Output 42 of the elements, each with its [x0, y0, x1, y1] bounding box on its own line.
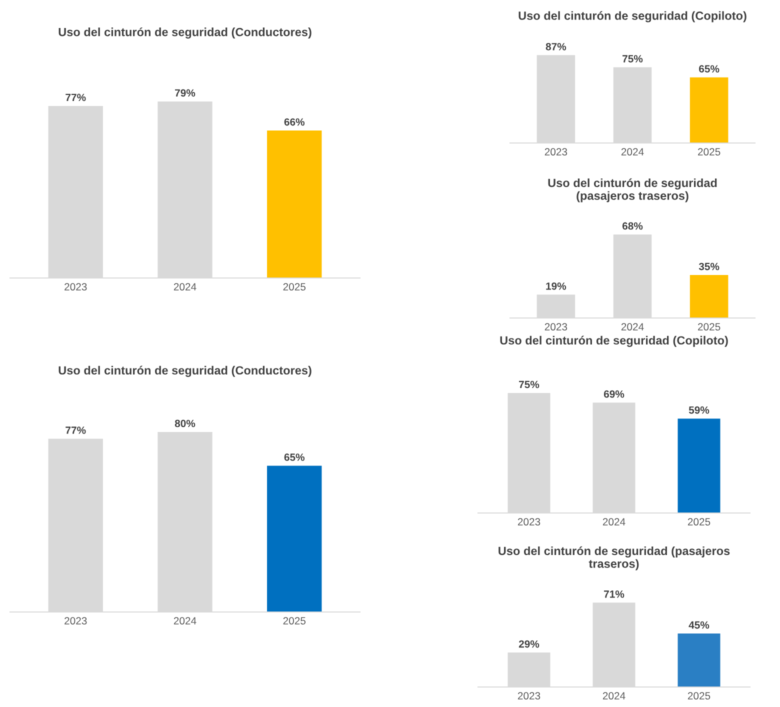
x-tick-label: 2023	[544, 323, 568, 331]
data-label: 65%	[284, 454, 305, 461]
x-tick-label: 2024	[602, 518, 626, 526]
data-label: 29%	[518, 640, 540, 648]
chart-title: Uso del cinturón de seguridad (pasajeros traseros)	[498, 546, 730, 570]
data-label: 79%	[175, 89, 196, 97]
x-tick-label: 2025	[698, 323, 720, 331]
data-label: 69%	[604, 390, 624, 398]
data-label: 35%	[698, 262, 720, 270]
x-tick-label: 2024	[621, 323, 644, 331]
x-tick-label: 2024	[621, 148, 644, 156]
x-tick-label: 2023	[64, 617, 87, 625]
x-tick-label: 2024	[602, 692, 626, 700]
data-label: 80%	[174, 420, 196, 428]
x-tick-label: 2025	[688, 518, 710, 526]
chart-title: Uso del cinturón de seguridad (pasajeros traseros)	[548, 178, 717, 202]
x-tick-label: 2023	[518, 518, 540, 526]
data-label: 19%	[546, 282, 566, 290]
x-tick-label: 2025	[698, 148, 720, 156]
x-tick-label: 2024	[174, 283, 196, 291]
chart-title: Uso del cinturón de seguridad (Conductores)	[58, 27, 312, 39]
data-label: 65%	[699, 65, 720, 73]
x-tick-label: 2023	[544, 148, 568, 156]
data-label: 66%	[284, 118, 305, 126]
data-label: 75%	[622, 55, 643, 62]
data-label: 59%	[688, 406, 710, 414]
chart-title: Uso del cinturón de seguridad (Copiloto)	[500, 336, 728, 347]
chart-title: Uso del cinturón de seguridad (Conductores)	[58, 366, 312, 377]
data-label: 45%	[688, 621, 710, 629]
x-tick-label: 2025	[688, 692, 710, 700]
data-label: 87%	[546, 42, 566, 50]
data-label: 77%	[66, 426, 86, 434]
chart-title: Uso del cinturón de seguridad (Copiloto)	[518, 11, 746, 22]
x-tick-label: 2023	[64, 283, 87, 291]
data-label: 75%	[519, 380, 540, 388]
x-tick-label: 2025	[283, 617, 306, 625]
data-label: 68%	[622, 222, 643, 230]
data-label: 71%	[604, 590, 624, 598]
x-tick-label: 2025	[283, 283, 306, 291]
x-tick-label: 2023	[518, 692, 540, 700]
data-label: 77%	[66, 94, 86, 102]
x-tick-label: 2024	[174, 617, 196, 625]
